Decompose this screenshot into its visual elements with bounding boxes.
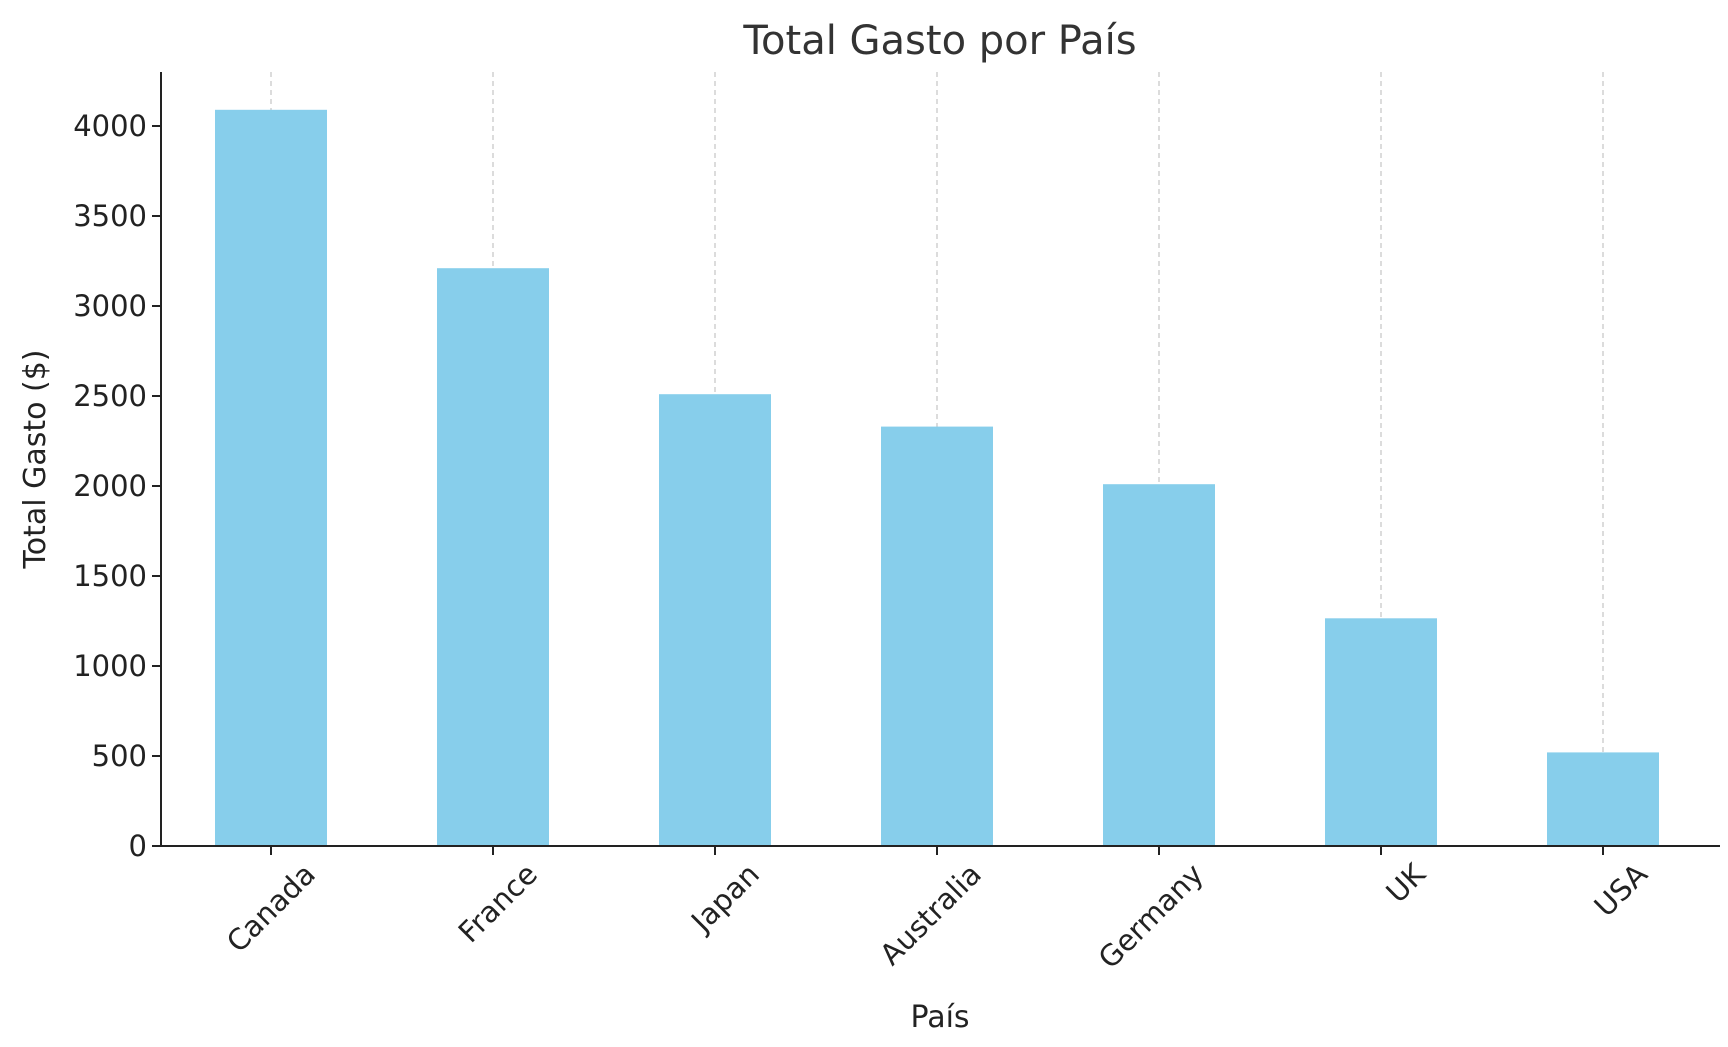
y-tick-label-2000: 2000 — [73, 469, 147, 503]
x-tick-label-usa: USA — [1587, 857, 1654, 924]
y-tick-label-3000: 3000 — [73, 289, 147, 323]
bar-uk — [1325, 618, 1437, 846]
bar-france — [437, 268, 549, 846]
bar-germany — [1103, 484, 1215, 846]
y-tick-label-2500: 2500 — [73, 379, 147, 413]
y-tick-label-3500: 3500 — [73, 199, 147, 233]
y-tick-label-1000: 1000 — [73, 649, 147, 683]
bar-japan — [659, 394, 771, 846]
x-tick-label-australia: Australia — [873, 857, 988, 972]
y-tick-layer: 0 500 1000 1500 2000 2500 3000 3500 4000 — [73, 109, 161, 863]
chart-title: Total Gasto por País — [742, 18, 1136, 64]
x-tick-label-japan: Japan — [683, 857, 766, 940]
y-tick-label-0: 0 — [129, 829, 147, 863]
x-tick-label-canada: Canada — [220, 857, 322, 959]
x-tick-label-france: France — [452, 857, 544, 949]
y-tick-label-4000: 4000 — [73, 109, 147, 143]
y-axis-label: Total Gasto ($) — [18, 349, 53, 569]
y-tick-label-1500: 1500 — [73, 559, 147, 593]
x-axis-label: País — [910, 1000, 969, 1035]
x-tick-label-uk: UK — [1379, 856, 1432, 909]
x-tick-label-germany: Germany — [1092, 857, 1210, 975]
y-tick-label-500: 500 — [92, 739, 147, 773]
bar-usa — [1547, 752, 1659, 846]
bar-australia — [881, 426, 993, 846]
bar-layer — [215, 109, 1659, 847]
x-tick-layer: Canada France Japan Australia Germany UK USA — [220, 846, 1654, 975]
axis-layer — [160, 72, 1720, 847]
bar-canada — [215, 109, 327, 847]
